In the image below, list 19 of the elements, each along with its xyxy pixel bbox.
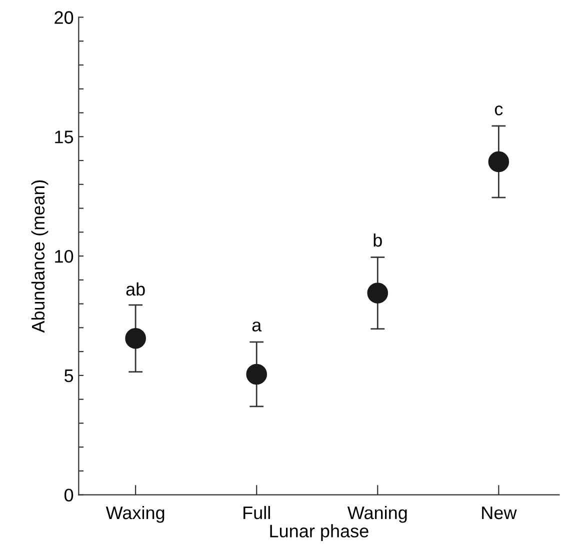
annotation: c [494,105,503,116]
x-tick-label: Waning [347,506,407,523]
point [367,282,388,304]
point [125,328,146,349]
point [488,151,510,172]
y-tick-label: 20 [54,11,74,24]
x-axis-title: Lunar phase [270,524,368,541]
y-tick-label: 15 [55,130,74,144]
x-tick-label: Full [244,506,270,520]
annotation: ab [126,282,145,296]
y-tick-label: 10 [55,250,74,263]
y-tick-label: 0 [64,488,74,502]
x-tick-label: Waxing [106,506,164,523]
y-tick-label: 5 [64,370,74,382]
annotation: b [374,233,382,247]
annotation: a [252,322,262,332]
point [246,364,268,385]
y-axis-title: Abundance (mean) [31,180,48,333]
x-tick-label: New [482,506,517,520]
